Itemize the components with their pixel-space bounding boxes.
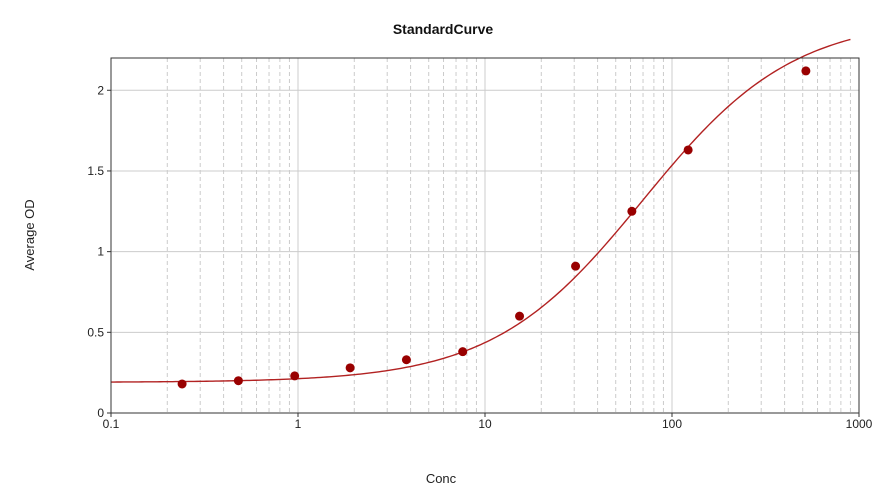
data-point [458, 347, 468, 357]
x-tick-label: 10 [478, 417, 492, 431]
fit-curve-layer [110, 38, 851, 383]
data-point [627, 206, 637, 216]
data-points [177, 66, 811, 389]
y-tick-label: 0 [97, 406, 104, 420]
data-point [515, 311, 525, 321]
data-point [401, 355, 411, 365]
chart-title: StandardCurve [393, 21, 494, 37]
x-tick-label: 1000 [846, 417, 873, 431]
y-tick-label: 1 [97, 245, 104, 259]
data-point [177, 379, 187, 389]
y-tick-label: 2 [97, 83, 104, 97]
data-point [290, 371, 300, 381]
x-tick-label: 0.1 [103, 417, 120, 431]
grid-lines [110, 58, 859, 414]
fit-curve-line [110, 38, 851, 383]
data-point [683, 145, 693, 155]
data-point [345, 363, 355, 373]
data-point [571, 261, 581, 271]
y-tick-label: 1.5 [87, 164, 104, 178]
x-axis-label: Conc [426, 471, 457, 486]
x-tick-label: 1 [295, 417, 302, 431]
data-point [801, 66, 811, 76]
x-tick-label: 100 [662, 417, 682, 431]
data-point [233, 376, 243, 386]
tick-labels: 0.1 1 10 100 1000 0 0.5 1 1.5 2 [87, 83, 872, 431]
y-axis-label: Average OD [22, 199, 37, 270]
y-tick-label: 0.5 [87, 325, 104, 339]
